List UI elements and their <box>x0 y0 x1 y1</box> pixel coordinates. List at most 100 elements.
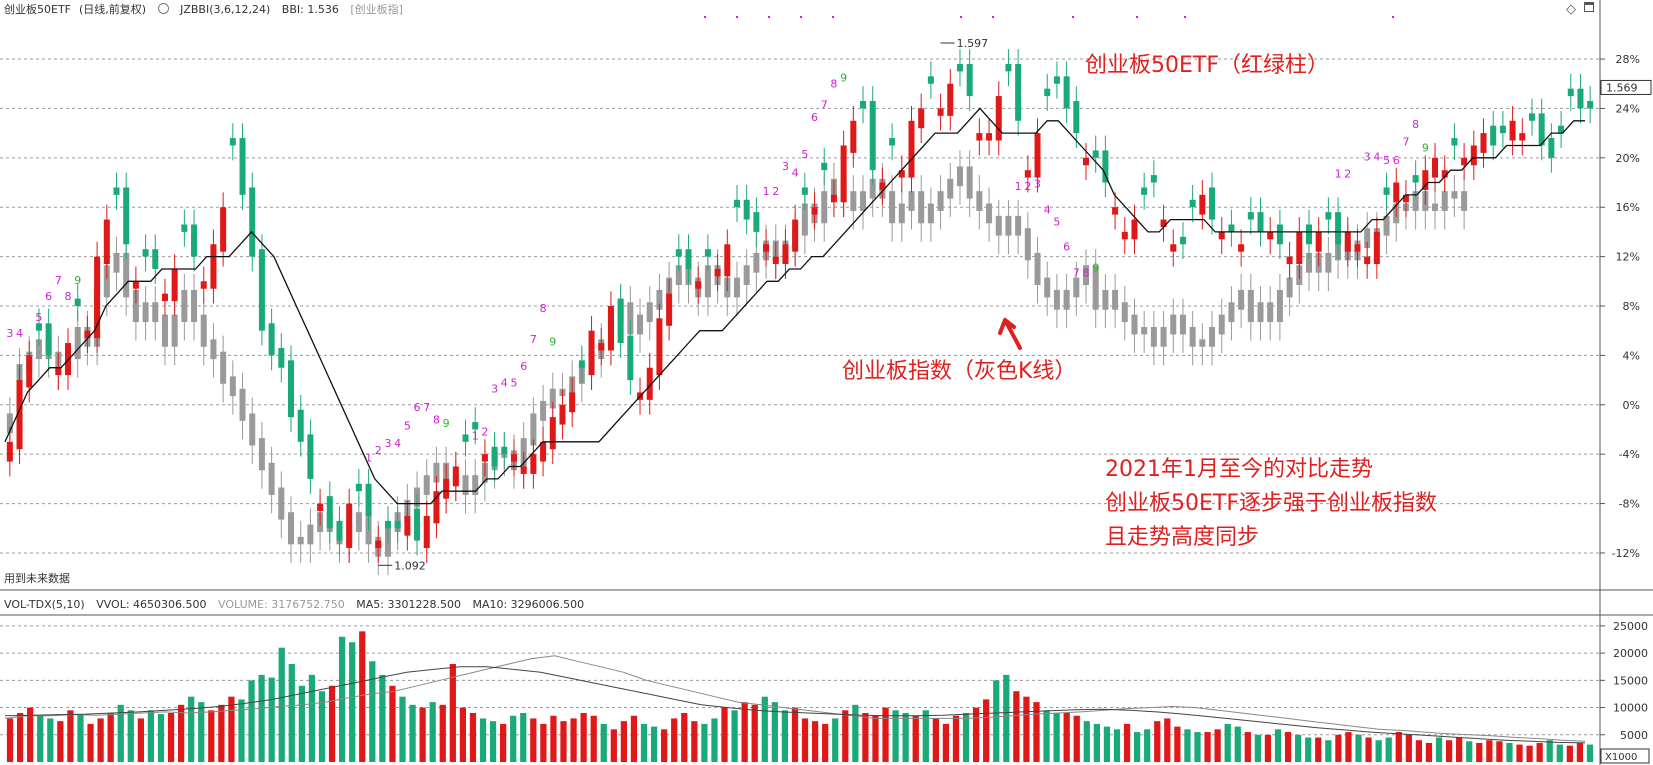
volume-bar <box>1284 732 1292 762</box>
index-candle <box>191 289 198 323</box>
etf-candle <box>317 503 324 511</box>
sequence-count-label: 1 <box>365 452 372 465</box>
volume-bar <box>1365 737 1372 762</box>
volume-bar <box>298 685 305 762</box>
volume-bar <box>932 718 939 762</box>
sequence-count-label: 6 <box>45 290 52 303</box>
etf-candle <box>452 466 459 487</box>
volume-bar <box>832 718 839 762</box>
volume-bar <box>1073 715 1080 762</box>
index-candle <box>1141 326 1148 335</box>
indicator-label[interactable]: JZBBI(3,6,12,24) <box>180 3 271 16</box>
sequence-count-label: 9 <box>840 71 847 84</box>
etf-candle <box>840 145 847 203</box>
volume-bar <box>1566 745 1573 762</box>
volume-bar <box>1053 713 1060 762</box>
etf-candle <box>801 187 808 195</box>
index-candle <box>733 277 740 298</box>
etf-candle <box>491 446 498 467</box>
restore-icon[interactable] <box>1584 2 1594 12</box>
volume-bar <box>1204 732 1211 762</box>
volume-bar <box>1355 734 1362 762</box>
etf-candle <box>375 540 382 549</box>
etf-candle <box>1519 133 1526 141</box>
sequence-count-label: 4 <box>1373 150 1380 163</box>
etf-candle <box>326 496 333 529</box>
etf-candle <box>1024 170 1031 178</box>
marker-dot <box>768 16 770 18</box>
index-candle <box>549 388 556 409</box>
marker-dot <box>736 16 738 18</box>
volume-bar <box>650 726 658 762</box>
etf-candle <box>850 120 857 153</box>
etf-candle <box>1325 212 1332 220</box>
volume-unit-box <box>1600 748 1650 764</box>
sequence-count-label: 8 <box>830 77 837 90</box>
etf-candle <box>520 466 527 474</box>
etf-candle <box>1092 150 1099 158</box>
etf-candle <box>811 207 818 215</box>
vol-indicator-label[interactable]: VOL-TDX(5,10) <box>4 598 85 611</box>
volume-bar <box>117 704 124 762</box>
volume-bar <box>721 707 728 762</box>
diamond-icon[interactable]: ◇ <box>1566 2 1576 17</box>
overlay-tag[interactable]: [创业板指] <box>350 3 403 16</box>
etf-candle <box>1296 231 1303 265</box>
index-candle <box>1199 339 1206 347</box>
etf-candle <box>94 256 101 339</box>
circle-icon[interactable] <box>157 3 169 14</box>
volume-bar <box>137 718 144 762</box>
etf-candle <box>1412 175 1419 183</box>
index-candle <box>869 178 876 199</box>
sequence-count-label: 7 <box>821 98 828 111</box>
volume-value: VOLUME: 3176752.750 <box>218 598 345 611</box>
etf-candle <box>763 244 770 252</box>
index-candle <box>956 166 963 187</box>
etf-candle <box>704 249 711 257</box>
etf-candle <box>1015 63 1022 121</box>
volume-bar <box>288 664 295 762</box>
volume-bar <box>419 707 426 762</box>
index-candle <box>220 351 227 384</box>
mode-label: (日线,前复权) <box>79 3 147 16</box>
volume-bar <box>1325 740 1332 762</box>
etf-candle <box>1364 256 1371 265</box>
index-candle <box>1063 289 1070 310</box>
etf-candle <box>384 520 391 529</box>
volume-bar <box>379 674 386 762</box>
sequence-count-label: 6 <box>1393 154 1400 167</box>
etf-candle <box>976 133 983 141</box>
volume-bar <box>328 685 336 762</box>
volume-bar <box>1123 723 1131 762</box>
volume-bar <box>1013 691 1020 762</box>
etf-candle <box>278 347 285 368</box>
current-price-box <box>1600 79 1652 95</box>
etf-candle <box>414 508 421 541</box>
volume-bar <box>1435 737 1443 762</box>
etf-candle <box>869 101 876 171</box>
marker-dot <box>992 16 994 18</box>
index-candle <box>704 265 711 298</box>
etf-candle <box>1305 224 1312 245</box>
etf-candle <box>171 268 178 302</box>
sequence-count-label: 4 <box>16 327 23 340</box>
summary-line-3: 且走势高度同步 <box>1105 525 1260 550</box>
etf-candle <box>1121 231 1128 240</box>
etf-candle <box>1286 256 1293 265</box>
etf-candle <box>1267 231 1274 240</box>
y-tick-label: -8% <box>1619 498 1640 511</box>
index-candle <box>1257 302 1264 323</box>
etf-candle <box>1199 194 1206 215</box>
volume-bar <box>1506 742 1513 762</box>
etf-candle <box>986 133 993 141</box>
etf-candle <box>26 355 33 388</box>
etf-candle <box>443 478 450 499</box>
index-candle <box>472 475 479 495</box>
etf-candle <box>394 520 401 529</box>
index-candle <box>1150 326 1157 347</box>
etf-candle <box>258 249 265 331</box>
volume-bar <box>1264 734 1272 762</box>
etf-candle <box>627 335 634 381</box>
sequence-count-label: 4 <box>501 376 508 389</box>
